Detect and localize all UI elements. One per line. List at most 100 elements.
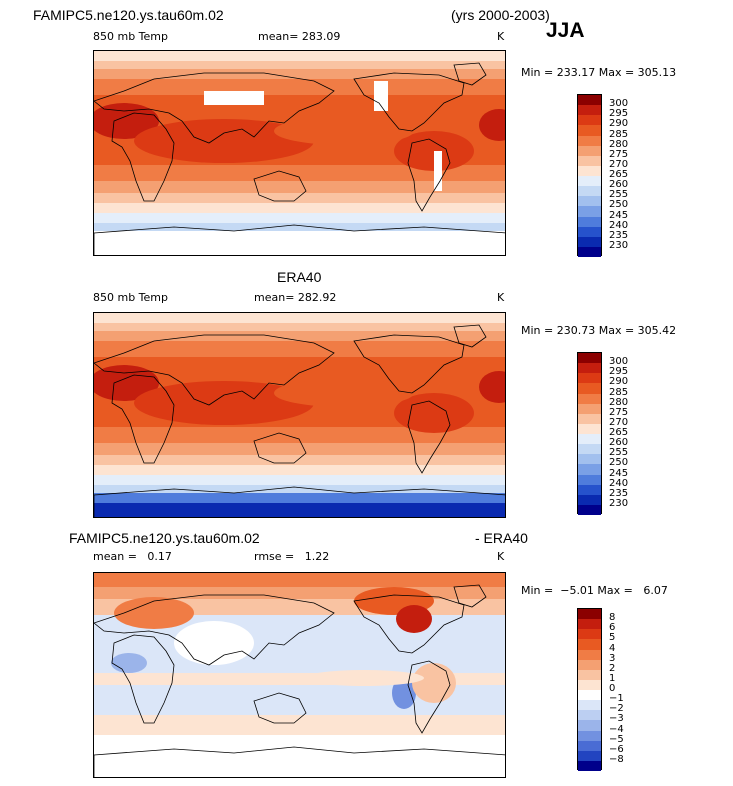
field-anomaly	[392, 677, 416, 709]
season-label: JJA	[546, 19, 585, 42]
years-label: (yrs 2000-2003)	[451, 7, 550, 23]
panel3-title-suffix: - ERA40	[475, 530, 528, 546]
colorbar-label: −2	[609, 703, 624, 715]
field-band	[94, 223, 505, 231]
colorbar-swatch	[578, 186, 601, 197]
colorbar-swatch	[578, 125, 601, 136]
panel1-units: K	[497, 30, 505, 43]
colorbar-label: 295	[609, 366, 629, 378]
field-anomaly	[396, 605, 432, 633]
coastline	[453, 324, 487, 348]
panel3-map	[93, 572, 506, 778]
field-band	[94, 341, 505, 357]
colorbar-swatch	[578, 393, 601, 404]
colorbar-label: −3	[609, 713, 624, 725]
coastline	[453, 62, 487, 86]
field-band	[94, 573, 505, 587]
field-band	[94, 193, 505, 203]
colorbar-label: 275	[609, 406, 629, 418]
colorbar-swatch	[578, 176, 601, 187]
field-hotspot	[479, 109, 505, 141]
colorbar-label: 290	[609, 118, 629, 130]
panel3-minmax: Min = −5.01 Max = 6.07	[521, 584, 668, 597]
colorbar-label: 245	[609, 209, 629, 221]
field-hotspot	[134, 381, 314, 425]
panel2-minmax: Min = 230.73 Max = 305.42	[521, 324, 677, 337]
coastline	[407, 400, 451, 474]
colorbar-label: 2	[609, 662, 616, 674]
colorbar-label: 260	[609, 437, 629, 449]
colorbar-swatch	[578, 750, 601, 761]
colorbar-label: 255	[609, 447, 629, 459]
panel3-title: FAMIPC5.ne120.ys.tau60m.02	[69, 530, 260, 546]
colorbar-swatch	[578, 95, 601, 106]
colorbar-swatch	[578, 619, 601, 630]
colorbar-swatch	[578, 236, 601, 247]
colorbar-swatch	[578, 206, 601, 217]
coastline	[94, 224, 505, 255]
colorbar-label: −1	[609, 693, 624, 705]
missing-data	[374, 81, 388, 111]
field-hotspot	[479, 371, 505, 403]
colorbar-label: −8	[609, 753, 624, 765]
colorbar-label: 270	[609, 158, 629, 170]
colorbar-label: 8	[609, 612, 616, 624]
panel2-units: K	[497, 291, 505, 304]
colorbar-swatch	[578, 105, 601, 116]
panel2-colorbar	[577, 352, 602, 515]
colorbar-label: 235	[609, 229, 629, 241]
field-anomaly	[114, 597, 194, 629]
panel3-rmse: rmse = 1.22	[254, 550, 330, 563]
colorbar-label: 285	[609, 128, 629, 140]
colorbar-label: 275	[609, 148, 629, 160]
colorbar-swatch	[578, 740, 601, 751]
colorbar-swatch	[578, 690, 601, 701]
field-anomaly	[111, 653, 147, 673]
colorbar-label: 245	[609, 467, 629, 479]
colorbar-swatch	[578, 710, 601, 721]
colorbar-swatch	[578, 464, 601, 475]
field-band	[94, 213, 505, 223]
coastline	[353, 334, 465, 394]
colorbar-swatch	[578, 659, 601, 670]
colorbar-label: 260	[609, 179, 629, 191]
coastline	[353, 72, 465, 132]
coastline	[94, 72, 335, 144]
colorbar-label: 280	[609, 138, 629, 150]
coastline	[253, 692, 307, 724]
colorbar-swatch	[578, 196, 601, 207]
colorbar-label: 6	[609, 622, 616, 634]
colorbar-label: 265	[609, 169, 629, 180]
colorbar-swatch	[578, 639, 601, 650]
colorbar-label: 280	[609, 396, 629, 408]
colorbar-label: 265	[609, 427, 629, 438]
field-band	[94, 443, 505, 455]
coastline	[111, 634, 175, 724]
field-band	[94, 735, 505, 777]
colorbar-label: 250	[609, 457, 629, 469]
colorbar-label: 230	[609, 497, 629, 509]
coastline	[253, 432, 307, 464]
colorbar-swatch	[578, 434, 601, 445]
colorbar-label: 3	[609, 652, 616, 664]
colorbar-swatch	[578, 669, 601, 680]
colorbar-swatch	[578, 226, 601, 237]
panel2-mean: mean= 282.92	[254, 291, 337, 304]
coastline	[253, 170, 307, 202]
colorbar-swatch	[578, 165, 601, 176]
panel1-colorbar	[577, 94, 602, 257]
colorbar-swatch	[578, 363, 601, 374]
field-band	[94, 715, 505, 735]
colorbar-swatch	[578, 413, 601, 424]
colorbar-label: 235	[609, 487, 629, 499]
colorbar-label: 240	[609, 477, 629, 489]
colorbar-swatch	[578, 720, 601, 731]
field-hotspot	[394, 393, 474, 433]
field-band	[94, 485, 505, 493]
coastline	[453, 584, 487, 608]
colorbar-label: −4	[609, 723, 624, 735]
field-band	[94, 465, 505, 475]
colorbar-label: 1	[609, 672, 616, 684]
colorbar-swatch	[578, 474, 601, 485]
panel3-colorbar	[577, 608, 602, 771]
